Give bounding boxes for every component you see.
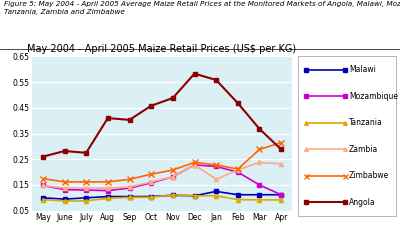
Text: Tanzania: Tanzania: [349, 118, 383, 127]
Malawi: [279, 193, 284, 196]
Zimbabwe: [257, 148, 262, 151]
Zambia: [279, 162, 284, 165]
Title: May 2004 - April 2005 Maize Retail Prices (US$ per KG): May 2004 - April 2005 Maize Retail Price…: [28, 44, 296, 54]
Tanzania: [257, 198, 262, 201]
Tanzania: [127, 196, 132, 199]
Angola: [149, 104, 154, 107]
Zambia: [62, 187, 67, 190]
Tanzania: [236, 198, 240, 201]
Malawi: [236, 193, 240, 196]
Malawi: [40, 196, 45, 199]
Angola: [106, 117, 110, 120]
Mozambique: [257, 184, 262, 186]
Tanzania: [170, 193, 175, 196]
Mozambique: [40, 184, 45, 187]
Malawi: [257, 193, 262, 196]
Angola: [192, 72, 197, 75]
Angola: [170, 97, 175, 99]
Zambia: [40, 184, 45, 187]
Mozambique: [214, 165, 218, 168]
Zimbabwe: [106, 180, 110, 183]
Tanzania: [149, 196, 154, 199]
Zambia: [257, 161, 262, 164]
Zimbabwe: [279, 141, 284, 144]
Angola: [62, 149, 67, 152]
Zimbabwe: [62, 180, 67, 183]
Line: Zimbabwe: Zimbabwe: [40, 140, 284, 185]
Angola: [279, 148, 284, 151]
Zimbabwe: [170, 169, 175, 171]
Zambia: [170, 175, 175, 178]
Tanzania: [279, 198, 284, 201]
Malawi: [127, 195, 132, 198]
Zambia: [149, 180, 154, 183]
Zimbabwe: [236, 168, 240, 171]
Line: Malawi: Malawi: [41, 189, 283, 201]
Text: Figure 5: May 2004 - April 2005 Average Maize Retail Prices at the Monitored Mar: Figure 5: May 2004 - April 2005 Average …: [4, 1, 400, 15]
Mozambique: [127, 187, 132, 190]
Tanzania: [214, 194, 218, 197]
Text: Zimbabwe: Zimbabwe: [349, 171, 389, 180]
Tanzania: [62, 199, 67, 202]
Malawi: [106, 195, 110, 198]
Malawi: [84, 196, 88, 199]
Malawi: [62, 198, 67, 201]
Line: Angola: Angola: [41, 72, 283, 159]
Mozambique: [236, 171, 240, 173]
Mozambique: [106, 189, 110, 192]
Mozambique: [279, 193, 284, 196]
Zimbabwe: [40, 177, 45, 180]
Mozambique: [170, 175, 175, 178]
Angola: [40, 155, 45, 158]
Malawi: [192, 194, 197, 197]
Angola: [257, 127, 262, 130]
Angola: [236, 102, 240, 105]
Zambia: [84, 187, 88, 190]
Line: Tanzania: Tanzania: [41, 193, 283, 203]
Mozambique: [84, 189, 88, 192]
Malawi: [170, 194, 175, 197]
Zimbabwe: [192, 161, 197, 164]
Tanzania: [192, 194, 197, 197]
Angola: [214, 79, 218, 82]
Tanzania: [106, 197, 110, 200]
Zimbabwe: [149, 173, 154, 176]
Malawi: [149, 195, 154, 198]
Text: Malawi: Malawi: [349, 65, 376, 74]
Tanzania: [84, 199, 88, 202]
Text: Mozambique: Mozambique: [349, 92, 398, 101]
Zambia: [214, 178, 218, 181]
Mozambique: [149, 182, 154, 184]
Zimbabwe: [84, 180, 88, 183]
Text: Zambia: Zambia: [349, 145, 378, 154]
Tanzania: [40, 198, 45, 201]
Text: Angola: Angola: [349, 198, 376, 207]
Zambia: [236, 169, 240, 171]
Zimbabwe: [214, 163, 218, 166]
Malawi: [214, 190, 218, 193]
Line: Mozambique: Mozambique: [41, 163, 283, 197]
Mozambique: [62, 188, 67, 191]
Zimbabwe: [127, 178, 132, 181]
Angola: [127, 118, 132, 121]
Line: Zambia: Zambia: [41, 160, 283, 190]
Angola: [84, 151, 88, 154]
Mozambique: [192, 163, 197, 166]
Zambia: [127, 185, 132, 188]
Zambia: [106, 187, 110, 190]
Zambia: [192, 163, 197, 166]
